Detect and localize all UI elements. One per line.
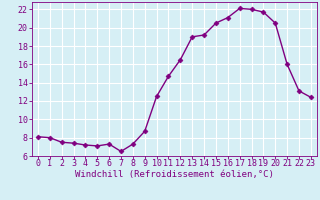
X-axis label: Windchill (Refroidissement éolien,°C): Windchill (Refroidissement éolien,°C) (75, 170, 274, 179)
